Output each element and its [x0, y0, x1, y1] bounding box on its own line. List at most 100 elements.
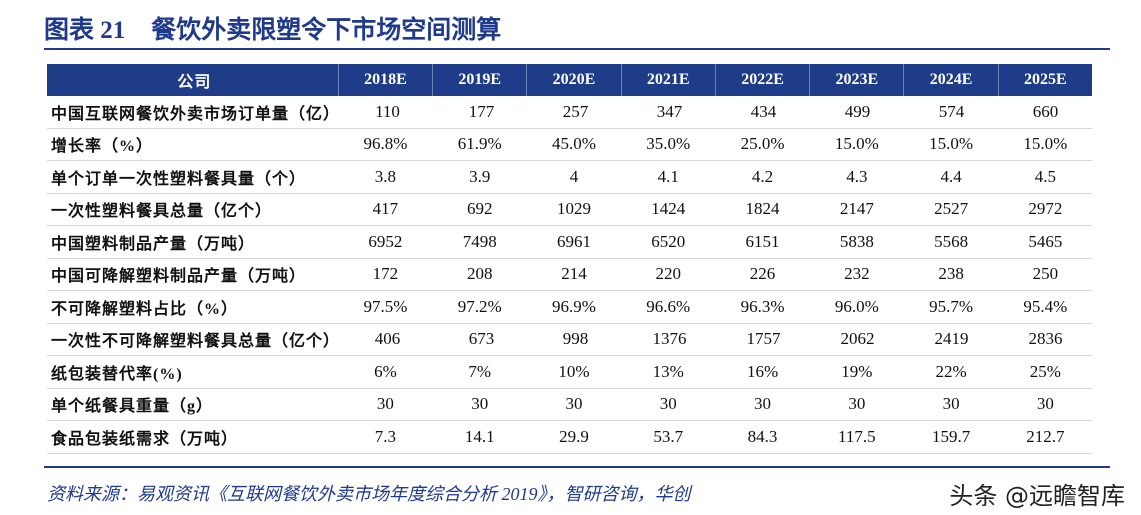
data-cell: 208: [432, 258, 526, 290]
data-cell: 673: [434, 323, 528, 355]
data-cell: 212.7: [997, 421, 1092, 453]
header-cell: 2023E: [809, 64, 903, 96]
title-rule: [44, 48, 1110, 50]
data-cell: 5838: [809, 226, 903, 258]
data-cell: 499: [810, 96, 904, 128]
header-cell: 2020E: [526, 64, 620, 96]
data-cell: 13%: [620, 356, 715, 388]
data-cell: 2419: [904, 323, 998, 355]
data-cell: 7.3: [337, 421, 432, 453]
data-cell: 1029: [526, 193, 620, 225]
row-label: 纸包装替代率(%): [51, 365, 183, 383]
data-cell: 5568: [903, 226, 997, 258]
data-cell: 10%: [526, 356, 620, 388]
data-cell: 22%: [903, 356, 997, 388]
table-row: 一次性塑料餐具总量（亿个） 417 692 1029 1424 1824 2147 2527 2…: [47, 193, 1092, 226]
data-cell: 250: [997, 258, 1092, 290]
data-cell: 6%: [337, 356, 432, 388]
data-cell: 172: [337, 258, 432, 290]
table-row: 中国互联网餐饮外卖市场订单量（亿） 110 177 257 347 434 499 574 66…: [47, 96, 1092, 129]
data-cell: 29.9: [526, 421, 620, 453]
table-row: 食品包装纸需求（万吨） 7.3 14.1 29.9 53.7 84.3 117.5 159.7…: [47, 421, 1092, 454]
data-cell: 6952: [337, 226, 432, 258]
data-cell: 2147: [809, 193, 903, 225]
row-label: 单个纸餐具重量（g）: [51, 398, 214, 416]
data-cell: 95.7%: [903, 291, 997, 323]
data-cell: 30: [620, 388, 715, 420]
data-cell: 97.5%: [337, 291, 432, 323]
data-cell: 3.9: [432, 161, 526, 193]
table-row: 中国可降解塑料制品产量（万吨） 172 208 214 220 226 232 238 250: [47, 258, 1092, 291]
header-cell: 2021E: [620, 64, 715, 96]
data-cell: 61.9%: [432, 128, 526, 160]
data-cell: 238: [903, 258, 997, 290]
header-cell: 2018E: [337, 64, 432, 96]
data-cell: 30: [809, 388, 903, 420]
data-cell: 6151: [714, 226, 809, 258]
row-label: 一次性塑料餐具总量（亿个）: [51, 203, 273, 221]
data-cell: 16%: [714, 356, 809, 388]
table-row: 一次性不可降解塑料餐具总量（亿个） 406 673 998 1376 1757 2062 24…: [47, 323, 1092, 356]
data-cell: 96.6%: [620, 291, 715, 323]
header-cell: 2025E: [997, 64, 1092, 96]
row-label: 增长率（%）: [51, 138, 154, 156]
data-cell: 96.9%: [526, 291, 620, 323]
data-cell: 30: [337, 388, 432, 420]
data-cell: 96.3%: [714, 291, 809, 323]
figure-title: 餐饮外卖限塑令下市场空间测算: [151, 17, 502, 44]
row-label: 中国互联网餐饮外卖市场订单量（亿）: [51, 105, 341, 123]
data-cell: 4.2: [714, 161, 809, 193]
data-cell: 257: [528, 96, 622, 128]
data-cell: 4: [526, 161, 620, 193]
table-row: 纸包装替代率(%) 6% 7% 10% 13% 16% 19% 22% 25%: [47, 356, 1092, 389]
table-row: 不可降解塑料占比（%） 97.5% 97.2% 96.9% 96.6% 96.3% 96.0…: [47, 291, 1092, 324]
figure-label: 图表 21: [44, 17, 126, 44]
data-cell: 4.1: [620, 161, 715, 193]
data-cell: 574: [904, 96, 998, 128]
data-cell: 30: [997, 388, 1092, 420]
data-cell: 1757: [716, 323, 810, 355]
data-cell: 4.4: [903, 161, 997, 193]
title: 图表 21 餐饮外卖限塑令下市场空间测算: [44, 10, 501, 46]
data-cell: 45.0%: [526, 128, 620, 160]
data-cell: 226: [714, 258, 809, 290]
row-label: 中国可降解塑料制品产量（万吨）: [51, 268, 307, 286]
data-cell: 7%: [432, 356, 526, 388]
data-cell: 6520: [620, 226, 715, 258]
watermark: 头条 @远瞻智库: [945, 476, 1129, 511]
data-cell: 25.0%: [714, 128, 809, 160]
header-cell: 2022E: [714, 64, 809, 96]
data-cell: 84.3: [714, 421, 809, 453]
data-cell: 232: [809, 258, 903, 290]
row-label: 食品包装纸需求（万吨）: [51, 430, 239, 448]
data-cell: 1824: [714, 193, 809, 225]
data-cell: 2062: [810, 323, 904, 355]
data-cell: 30: [432, 388, 526, 420]
data-cell: 5465: [997, 226, 1092, 258]
data-cell: 30: [526, 388, 620, 420]
data-cell: 97.2%: [432, 291, 526, 323]
table-row: 单个纸餐具重量（g） 30 30 30 30 30 30 30 30: [47, 388, 1092, 421]
row-label: 不可降解塑料占比（%）: [51, 300, 239, 318]
data-cell: 25%: [997, 356, 1092, 388]
table: 公司 2018E 2019E 2020E 2021E 2022E 2023E 2024E 202…: [47, 64, 1092, 454]
data-cell: 15.0%: [809, 128, 903, 160]
data-cell: 30: [714, 388, 809, 420]
data-cell: 417: [337, 193, 432, 225]
data-cell: 2836: [998, 323, 1092, 355]
data-cell: 1376: [622, 323, 716, 355]
data-cell: 96.0%: [809, 291, 903, 323]
data-cell: 30: [903, 388, 997, 420]
data-cell: 692: [432, 193, 526, 225]
table-row: 增长率（%） 96.8% 61.9% 45.0% 35.0% 25.0% 15.0% 15.0…: [47, 128, 1092, 161]
data-cell: 2972: [997, 193, 1092, 225]
data-cell: 35.0%: [620, 128, 715, 160]
data-cell: 14.1: [432, 421, 526, 453]
header-cell: 2019E: [432, 64, 526, 96]
data-cell: 347: [622, 96, 716, 128]
row-label: 中国塑料制品产量（万吨）: [51, 235, 256, 253]
data-cell: 7498: [432, 226, 526, 258]
data-cell: 660: [998, 96, 1092, 128]
data-cell: 406: [340, 323, 434, 355]
data-cell: 19%: [809, 356, 903, 388]
